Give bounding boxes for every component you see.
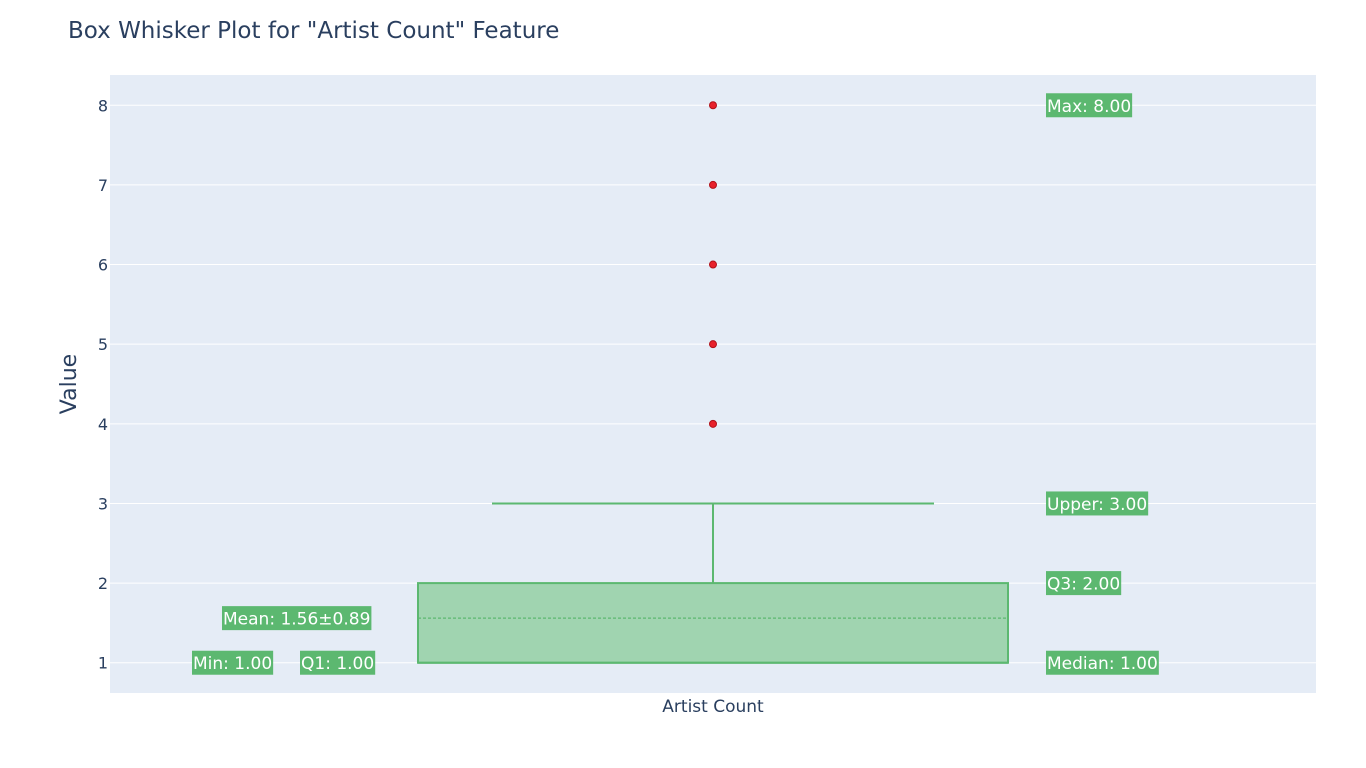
annotation-mean-label: Mean: 1.56±0.89 bbox=[223, 610, 370, 630]
annotation-upper-label: Upper: 3.00 bbox=[1047, 495, 1147, 515]
y-tick-label-6: 6 bbox=[98, 256, 108, 275]
stat-annotations: Max: 8.00 Upper: 3.00 Q3: 2.00 Median: 1.00… bbox=[192, 93, 1159, 675]
annotation-max-label: Max: 8.00 bbox=[1047, 97, 1131, 117]
annotation-q1-label: Q1: 1.00 bbox=[301, 654, 374, 674]
annotation-median-bg bbox=[1046, 650, 1159, 675]
annotation-median: Median: 1.00 bbox=[1046, 650, 1159, 675]
annotation-upper-bg bbox=[1046, 491, 1149, 516]
outlier-point-5 bbox=[709, 340, 717, 349]
annotation-q1: Q1: 1.00 bbox=[300, 650, 376, 675]
y-tick-label-3: 3 bbox=[98, 494, 108, 513]
annotation-mean: Mean: 1.56±0.89 bbox=[222, 606, 372, 631]
y-axis-ticks: 1 2 3 4 5 6 7 8 bbox=[98, 96, 108, 672]
y-tick-label-8: 8 bbox=[98, 96, 108, 115]
y-tick-label-1: 1 bbox=[98, 654, 108, 673]
y-tick-label-5: 5 bbox=[98, 335, 108, 354]
outlier-point-4 bbox=[709, 419, 717, 428]
annotation-q1-bg bbox=[300, 650, 376, 675]
outlier-points bbox=[709, 101, 717, 428]
outlier-point-7 bbox=[709, 180, 717, 189]
annotation-q3-label: Q3: 2.00 bbox=[1047, 575, 1120, 595]
y-axis-title: Value bbox=[57, 354, 82, 414]
annotation-max: Max: 8.00 bbox=[1046, 93, 1133, 118]
annotation-min-bg bbox=[192, 650, 274, 675]
annotation-q3: Q3: 2.00 bbox=[1046, 571, 1122, 596]
x-category-label: Artist Count bbox=[662, 697, 764, 717]
annotation-min-label: Min: 1.00 bbox=[193, 654, 272, 674]
outlier-point-6 bbox=[709, 260, 717, 269]
outlier-point-8 bbox=[709, 101, 717, 110]
box-trace bbox=[417, 502, 1009, 664]
annotation-min: Min: 1.00 bbox=[192, 650, 274, 675]
annotation-upper: Upper: 3.00 bbox=[1046, 491, 1149, 516]
y-tick-label-2: 2 bbox=[98, 574, 108, 593]
annotation-max-bg bbox=[1046, 93, 1133, 118]
box-q1-q3 bbox=[417, 582, 1009, 664]
chart-title: Box Whisker Plot for "Artist Count" Feat… bbox=[68, 18, 559, 44]
y-tick-label-4: 4 bbox=[98, 415, 108, 434]
annotation-q3-bg bbox=[1046, 571, 1122, 596]
y-tick-label-7: 7 bbox=[98, 176, 108, 195]
annotation-mean-bg bbox=[222, 606, 372, 631]
annotation-median-label: Median: 1.00 bbox=[1047, 654, 1158, 674]
